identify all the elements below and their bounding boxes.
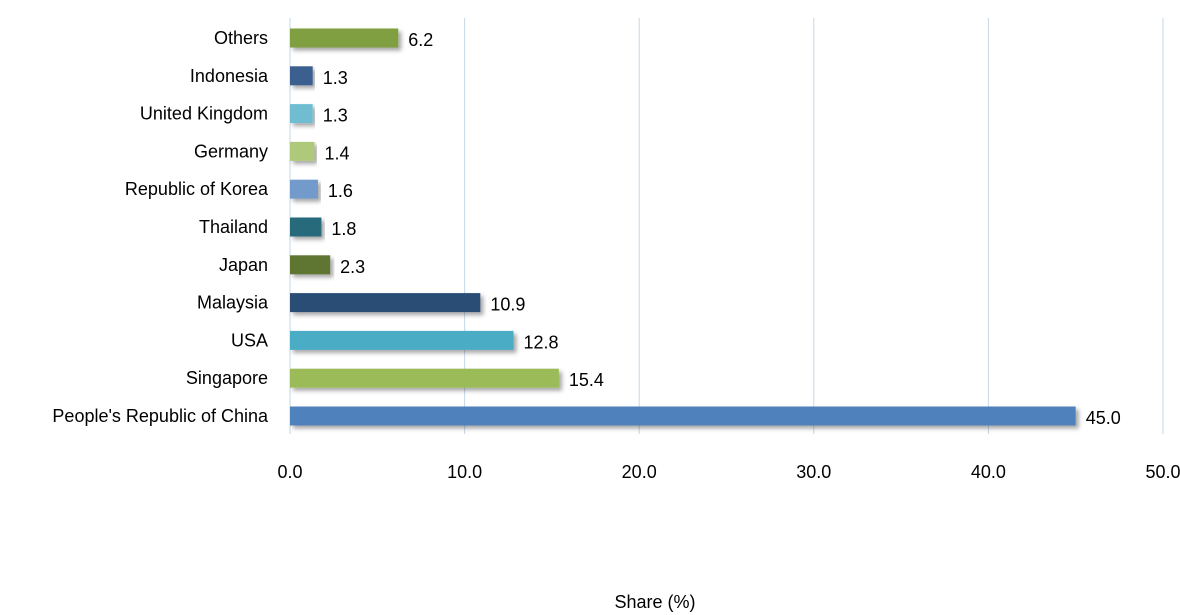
x-tick-label: 10.0: [447, 462, 482, 482]
bar: [290, 28, 399, 48]
bar: [290, 330, 514, 350]
data-label: 6.2: [408, 30, 433, 50]
category-label: Republic of Korea: [125, 179, 269, 199]
category-label: USA: [231, 330, 268, 350]
x-tick-label: 30.0: [796, 462, 831, 482]
bar: [290, 104, 313, 124]
bars: [290, 28, 1076, 426]
data-label: 45.0: [1086, 408, 1121, 428]
data-label: 1.6: [328, 181, 353, 201]
bar: [290, 293, 481, 313]
category-label: People's Republic of China: [52, 406, 269, 426]
category-label: Germany: [194, 141, 268, 161]
x-tick-label: 0.0: [277, 462, 302, 482]
category-label: Singapore: [186, 368, 268, 388]
x-axis-title: Share (%): [614, 592, 695, 612]
category-label: Malaysia: [197, 293, 269, 313]
gridlines: [289, 18, 1164, 434]
data-label: 2.3: [340, 257, 365, 277]
category-label: Others: [214, 28, 268, 48]
bar: [290, 66, 313, 86]
bar: [290, 179, 318, 199]
category-labels: People's Republic of China Singapore USA Ma…: [52, 28, 269, 426]
bar: [290, 368, 559, 388]
x-axis-ticks: 0.0 10.0 20.0 30.0 40.0 50.0: [277, 462, 1180, 482]
category-label: Thailand: [199, 217, 268, 237]
data-label: 1.3: [323, 106, 348, 126]
bar: [290, 217, 322, 237]
data-label: 1.4: [324, 143, 349, 163]
x-tick-label: 20.0: [622, 462, 657, 482]
data-label: 10.9: [490, 295, 525, 315]
data-label: 12.8: [523, 332, 558, 352]
data-label: 15.4: [569, 370, 604, 390]
bar: [290, 406, 1076, 426]
category-label: Japan: [219, 255, 268, 275]
category-label: United Kingdom: [140, 104, 268, 124]
data-label: 1.8: [331, 219, 356, 239]
category-label: Indonesia: [190, 66, 269, 86]
data-label: 1.3: [323, 68, 348, 88]
x-tick-label: 50.0: [1145, 462, 1180, 482]
bar: [290, 141, 315, 161]
x-tick-label: 40.0: [971, 462, 1006, 482]
bar: [290, 255, 331, 275]
value-labels: 45.0 15.4 12.8 10.9 2.3 1.8 1.6 1.4 1.3 1.3 6.2: [323, 30, 1121, 428]
